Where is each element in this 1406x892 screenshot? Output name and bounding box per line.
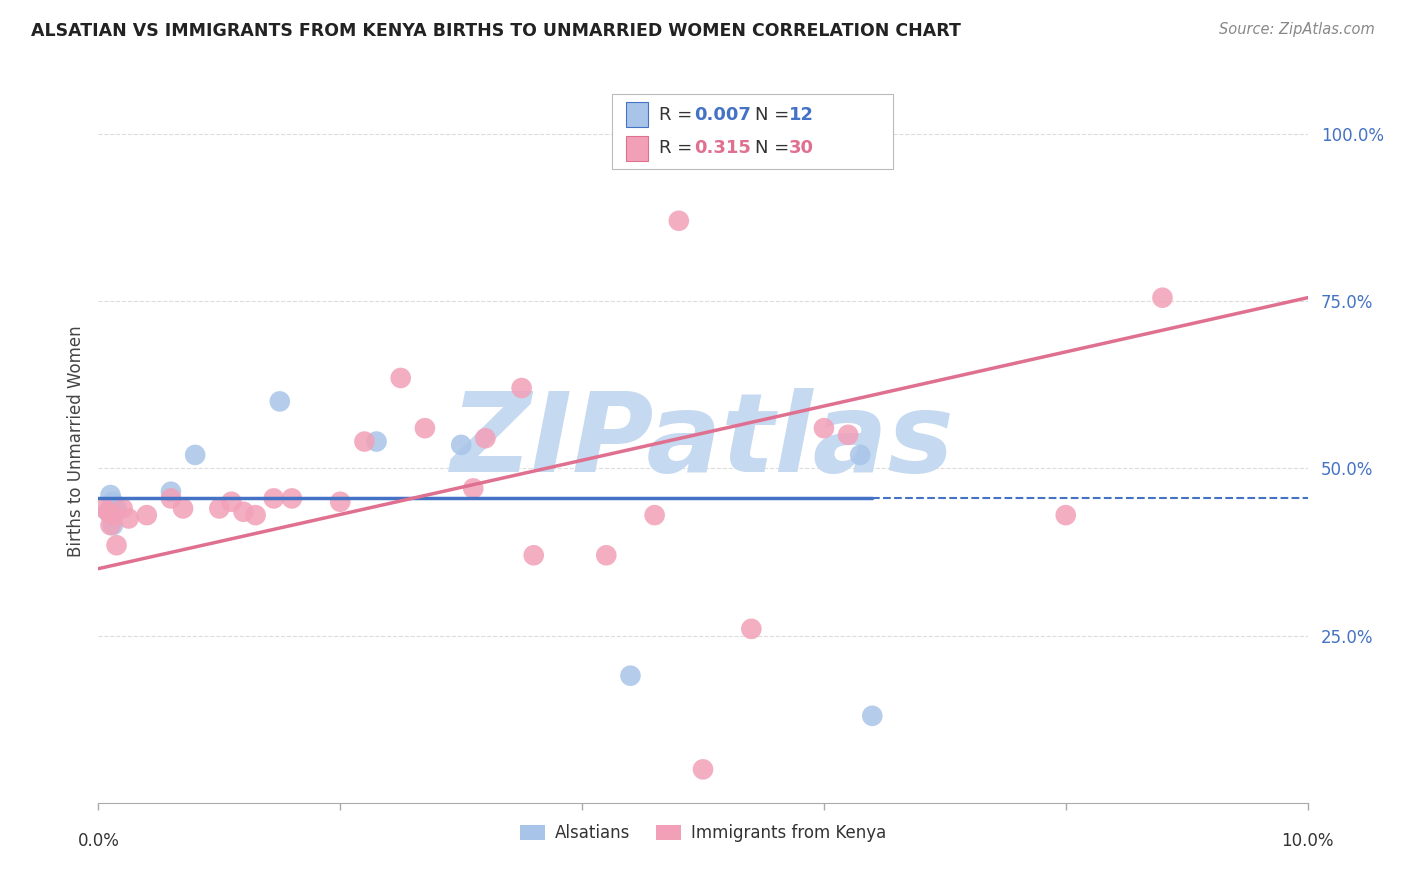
Text: 12: 12 xyxy=(789,106,814,124)
Point xyxy=(232,505,254,519)
Point xyxy=(101,508,124,523)
Point xyxy=(595,548,617,563)
Point xyxy=(221,494,243,508)
Point xyxy=(184,448,207,462)
Point xyxy=(269,394,291,409)
Legend: Alsatians, Immigrants from Kenya: Alsatians, Immigrants from Kenya xyxy=(513,817,893,848)
Point xyxy=(263,491,285,506)
Point xyxy=(692,762,714,776)
Point xyxy=(100,518,122,533)
Point xyxy=(118,511,141,525)
Text: 30: 30 xyxy=(789,139,814,157)
Point xyxy=(208,501,231,516)
Point xyxy=(172,501,194,516)
Text: R =: R = xyxy=(659,139,704,157)
Point xyxy=(160,491,183,506)
Text: Source: ZipAtlas.com: Source: ZipAtlas.com xyxy=(1219,22,1375,37)
Y-axis label: Births to Unmarried Women: Births to Unmarried Women xyxy=(66,326,84,558)
Point xyxy=(1054,508,1077,523)
Text: N =: N = xyxy=(755,106,794,124)
Text: ZIPatlas: ZIPatlas xyxy=(451,388,955,495)
Point xyxy=(837,427,859,442)
Point xyxy=(101,494,124,508)
Point xyxy=(463,482,485,496)
Text: 0.0%: 0.0% xyxy=(77,831,120,850)
Point xyxy=(111,501,134,516)
Point xyxy=(105,501,128,516)
Point xyxy=(329,494,352,508)
Point xyxy=(692,136,714,151)
Point xyxy=(100,488,122,502)
Point xyxy=(135,508,157,523)
Point xyxy=(474,431,496,445)
Point xyxy=(160,484,183,499)
Point xyxy=(740,622,762,636)
Point xyxy=(413,421,436,435)
Point xyxy=(97,505,120,519)
Point xyxy=(860,708,883,723)
Point xyxy=(281,491,304,506)
Point xyxy=(450,438,472,452)
Point xyxy=(97,505,120,519)
Point xyxy=(353,434,375,449)
Point xyxy=(523,548,546,563)
Text: 0.007: 0.007 xyxy=(695,106,751,124)
Text: 0.315: 0.315 xyxy=(695,139,751,157)
Point xyxy=(1152,291,1174,305)
Point xyxy=(93,501,115,516)
Text: R =: R = xyxy=(659,106,699,124)
Text: ALSATIAN VS IMMIGRANTS FROM KENYA BIRTHS TO UNMARRIED WOMEN CORRELATION CHART: ALSATIAN VS IMMIGRANTS FROM KENYA BIRTHS… xyxy=(31,22,960,40)
Point xyxy=(813,421,835,435)
Point xyxy=(105,538,128,552)
Point xyxy=(510,381,533,395)
Point xyxy=(389,371,412,385)
Point xyxy=(619,669,641,683)
Point xyxy=(245,508,267,523)
Point xyxy=(101,518,124,533)
Point xyxy=(366,434,388,449)
Text: N =: N = xyxy=(755,139,794,157)
Point xyxy=(765,144,787,158)
Point xyxy=(644,508,666,523)
Point xyxy=(668,214,690,228)
Text: 10.0%: 10.0% xyxy=(1281,831,1334,850)
Point xyxy=(849,448,872,462)
